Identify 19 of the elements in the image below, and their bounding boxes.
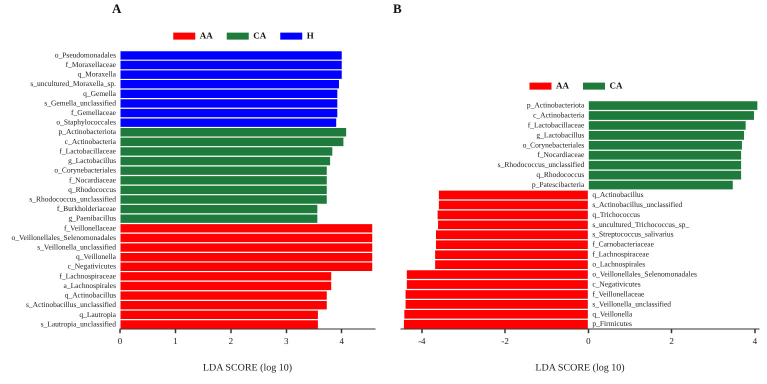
x-axis-title: LDA SCORE (log 10): [202, 362, 292, 374]
legend-label: H: [306, 30, 314, 40]
x-tick-label: 0: [118, 336, 123, 346]
x-tick-label: 4: [752, 336, 758, 346]
x-tick-label: 1: [173, 336, 178, 346]
chart-title: B: [393, 1, 402, 16]
legend-label: AA: [200, 30, 214, 40]
x-tick-label: 4: [339, 336, 344, 346]
legend-label: AA: [556, 80, 570, 90]
x-tick-label: -2: [501, 336, 509, 346]
x-tick-label: -4: [418, 336, 426, 346]
x-axis-title: LDA SCORE (log 10): [535, 362, 625, 374]
x-tick-label: 3: [284, 336, 290, 346]
x-tick-label: 2: [669, 336, 674, 346]
chart-title: A: [112, 1, 122, 16]
x-tick-label: 2: [228, 336, 234, 346]
legend-label: CA: [253, 30, 267, 40]
legend-label: CA: [610, 80, 623, 90]
x-tick-label: 0: [586, 336, 592, 346]
